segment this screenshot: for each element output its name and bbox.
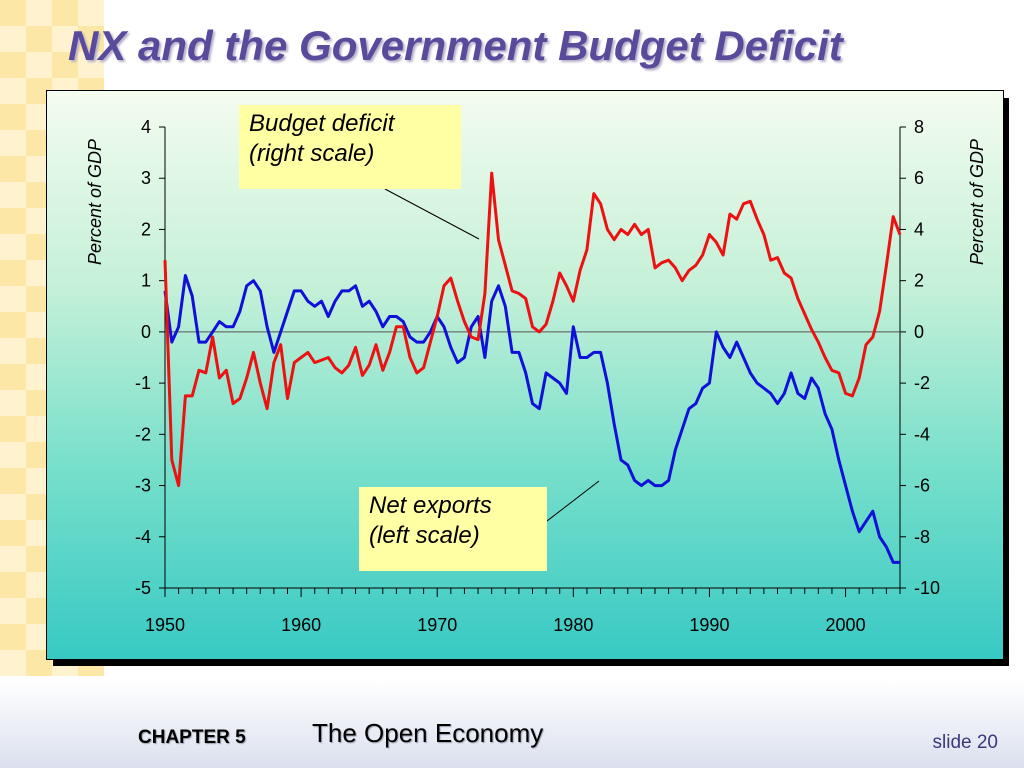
deco-tile xyxy=(0,286,26,312)
right-tick-label: -6 xyxy=(914,476,930,496)
deco-tile xyxy=(0,104,26,130)
net-exports-callout-line2: (left scale) xyxy=(369,522,480,549)
deco-tile xyxy=(26,52,52,78)
deco-tile xyxy=(0,130,26,156)
deco-tile xyxy=(0,156,26,182)
left-tick-label: 3 xyxy=(141,168,151,188)
deco-tile xyxy=(0,520,26,546)
left-tick-label: -1 xyxy=(135,373,151,393)
deco-tile xyxy=(0,650,26,676)
deco-tile xyxy=(0,52,26,78)
budget-deficit-callout-line1: Budget deficit xyxy=(249,110,395,137)
right-tick-label: -4 xyxy=(914,424,930,444)
left-axis-label: Percent of GDP xyxy=(85,138,105,266)
line-chart: 4 3 2 1 0 -1 -2 -3 -4 -5 8 6 4 2 0 -2 -4 -6 -8 -10 1950 1960 1… xyxy=(135,117,940,635)
deco-tile xyxy=(0,494,26,520)
deco-tile xyxy=(0,390,26,416)
x-tick-label: 1960 xyxy=(281,615,321,635)
deco-tile xyxy=(0,26,26,52)
budget-deficit-line xyxy=(163,171,902,488)
slide-number: slide 20 xyxy=(932,732,999,753)
deco-tile xyxy=(26,0,52,26)
right-tick-label: 6 xyxy=(914,168,924,188)
deco-tile xyxy=(0,468,26,494)
deco-tile xyxy=(78,52,104,78)
deco-tile xyxy=(0,182,26,208)
left-tick-label: -3 xyxy=(135,476,151,496)
deco-tile xyxy=(0,234,26,260)
nx-callout-pointer xyxy=(546,480,600,522)
net-exports-line xyxy=(163,274,900,564)
net-exports-callout: Net exports (left scale) xyxy=(359,487,547,571)
right-tick-label: -10 xyxy=(914,578,940,598)
deco-tile xyxy=(0,364,26,390)
left-tick-label: -5 xyxy=(135,578,151,598)
deco-tile xyxy=(78,0,104,26)
slide-title: NX and the Government Budget Deficit xyxy=(68,22,843,69)
deco-tile xyxy=(78,26,104,52)
deco-tile xyxy=(26,26,52,52)
deco-tile xyxy=(0,0,26,26)
deco-tile xyxy=(0,572,26,598)
slide-footer: CHAPTER 5 The Open Economy slide 20 xyxy=(0,680,1024,768)
deco-tile xyxy=(0,416,26,442)
budget-deficit-callout: Budget deficit (right scale) xyxy=(239,105,461,189)
left-tick-label: -4 xyxy=(135,527,151,547)
deco-tile xyxy=(52,26,78,52)
chart-frame: 4 3 2 1 0 -1 -2 -3 -4 -5 8 6 4 2 0 -2 -4 -6 -8 -10 1950 1960 1… xyxy=(46,90,1004,660)
left-tick-label: 4 xyxy=(141,117,151,137)
x-tick-label: 1990 xyxy=(689,615,729,635)
right-tick-label: 2 xyxy=(914,271,924,291)
deco-tile xyxy=(0,598,26,624)
budget-deficit-callout-line2: (right scale) xyxy=(249,140,375,167)
right-tick-label: 8 xyxy=(914,117,924,137)
deco-tile xyxy=(0,624,26,650)
right-axis-label: Percent of GDP xyxy=(967,138,987,266)
deficit-callout-pointer xyxy=(384,188,480,240)
right-tick-label: -8 xyxy=(914,527,930,547)
footer-subject: The Open Economy xyxy=(312,718,544,748)
left-tick-label: -2 xyxy=(135,424,151,444)
x-tick-label: 2000 xyxy=(826,615,866,635)
deco-tile xyxy=(0,546,26,572)
left-tick-label: 1 xyxy=(141,271,151,291)
x-tick-label: 1950 xyxy=(145,615,185,635)
deco-tile xyxy=(0,78,26,104)
deco-tile xyxy=(0,260,26,286)
right-tick-label: 4 xyxy=(914,219,924,239)
left-tick-label: 0 xyxy=(141,322,151,342)
deco-tile xyxy=(0,208,26,234)
x-tick-label: 1980 xyxy=(553,615,593,635)
deco-tile xyxy=(52,52,78,78)
right-tick-label: -2 xyxy=(914,373,930,393)
footer-chapter: CHAPTER 5 xyxy=(138,727,246,748)
deco-tile xyxy=(0,312,26,338)
deco-tile xyxy=(0,338,26,364)
left-tick-label: 2 xyxy=(141,219,151,239)
x-tick-label: 1970 xyxy=(417,615,457,635)
right-tick-label: 0 xyxy=(914,322,924,342)
deco-tile xyxy=(0,442,26,468)
net-exports-callout-line1: Net exports xyxy=(369,492,492,519)
deco-tile xyxy=(52,0,78,26)
